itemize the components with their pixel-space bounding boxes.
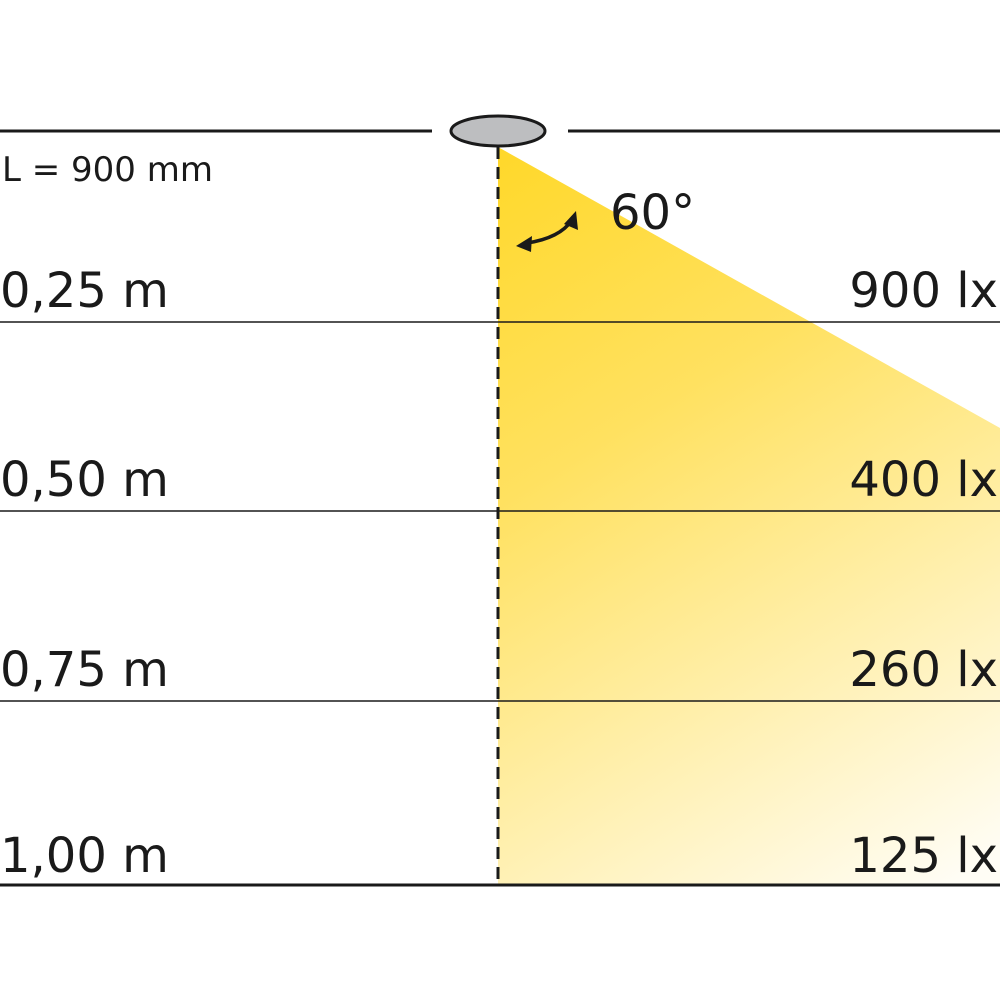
illuminance-label: 400 lx <box>849 452 998 508</box>
illuminance-label: 260 lx <box>849 642 998 698</box>
angle-arrow-icon <box>516 211 578 252</box>
light-fixture <box>449 114 547 148</box>
distance-label: 1,00 m <box>0 828 169 884</box>
illuminance-label: 125 lx <box>849 828 998 884</box>
illuminance-label: 900 lx <box>849 263 998 319</box>
distance-label: 0,75 m <box>0 642 169 698</box>
beam-angle-label: 60° <box>610 185 695 241</box>
fixture-length-label: L = 900 mm <box>2 150 213 190</box>
distance-label: 0,50 m <box>0 452 169 508</box>
distance-label: 0,25 m <box>0 263 169 319</box>
light-beam-cone <box>498 147 1000 885</box>
